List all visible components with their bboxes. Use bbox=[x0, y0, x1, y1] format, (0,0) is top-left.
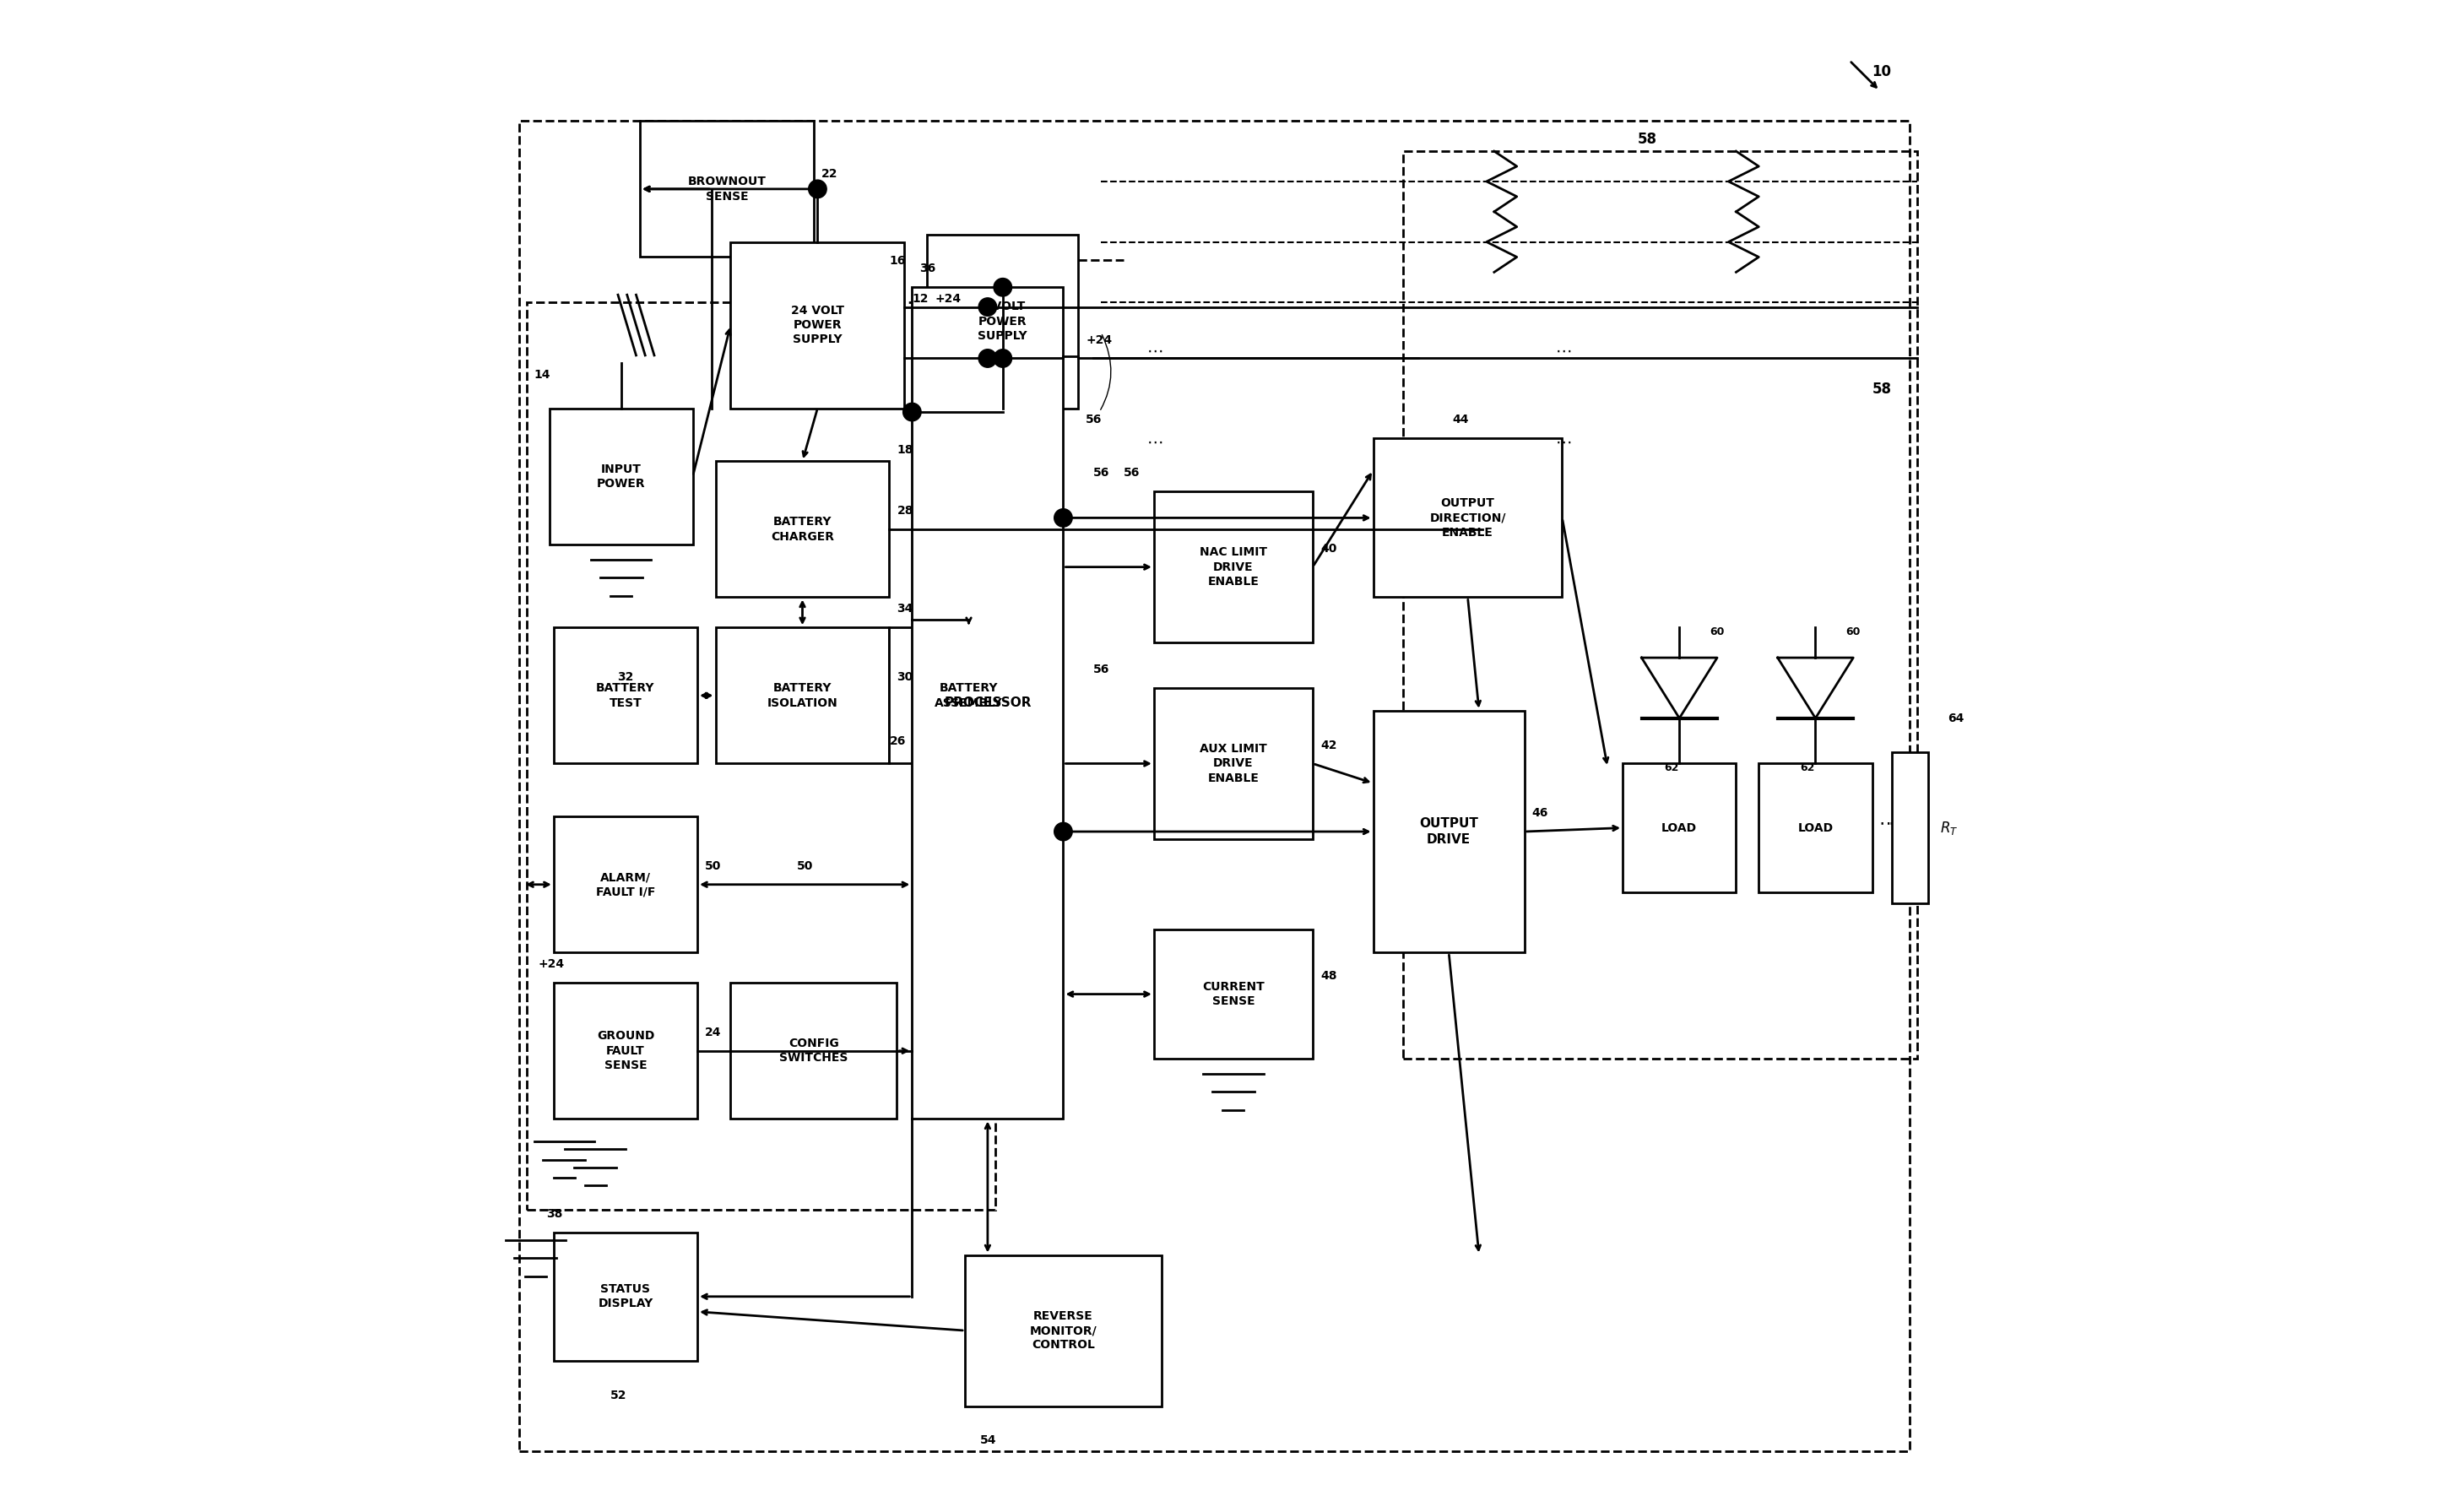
Bar bbox=[555, 983, 697, 1119]
Bar bbox=[1154, 491, 1312, 643]
Text: BATTERY
ASSEMBLY: BATTERY ASSEMBLY bbox=[934, 682, 1002, 709]
Text: OUTPUT
DRIVE: OUTPUT DRIVE bbox=[1420, 818, 1479, 845]
Text: AUX LIMIT
DRIVE
ENABLE: AUX LIMIT DRIVE ENABLE bbox=[1200, 742, 1266, 785]
Text: BATTERY
TEST: BATTERY TEST bbox=[596, 682, 655, 709]
Text: BROWNOUT
SENSE: BROWNOUT SENSE bbox=[687, 175, 765, 203]
Text: BATTERY
ISOLATION: BATTERY ISOLATION bbox=[767, 682, 838, 709]
Text: 34: 34 bbox=[897, 603, 914, 615]
Text: CURRENT
SENSE: CURRENT SENSE bbox=[1202, 981, 1264, 1007]
Text: 24 VOLT
POWER
SUPPLY: 24 VOLT POWER SUPPLY bbox=[792, 304, 843, 346]
Text: 5 VOLT
POWER
SUPPLY: 5 VOLT POWER SUPPLY bbox=[978, 301, 1026, 342]
Text: $\cdots$: $\cdots$ bbox=[1554, 434, 1571, 449]
Text: 24: 24 bbox=[704, 1027, 721, 1039]
Text: 32: 32 bbox=[618, 671, 633, 683]
Text: 60: 60 bbox=[1845, 626, 1860, 638]
Text: +24: +24 bbox=[1085, 334, 1112, 346]
Text: 56: 56 bbox=[1085, 334, 1112, 426]
Bar bbox=[1623, 764, 1735, 892]
Bar bbox=[731, 983, 897, 1119]
Bar bbox=[1403, 151, 1919, 1058]
Bar bbox=[731, 242, 904, 408]
Text: $R_T$: $R_T$ bbox=[1941, 820, 1958, 836]
Text: 64: 64 bbox=[1948, 712, 1965, 724]
Text: 54: 54 bbox=[980, 1435, 997, 1447]
Text: 22: 22 bbox=[821, 168, 838, 180]
Bar bbox=[555, 1232, 697, 1361]
Bar bbox=[518, 121, 1909, 1452]
Text: 18: 18 bbox=[897, 445, 914, 457]
Bar bbox=[716, 461, 890, 597]
Text: 10: 10 bbox=[1872, 64, 1892, 79]
Bar bbox=[550, 408, 692, 544]
Text: 58: 58 bbox=[1637, 132, 1657, 147]
Text: 42: 42 bbox=[1320, 739, 1337, 751]
Text: $\cdots$: $\cdots$ bbox=[1554, 343, 1571, 358]
Bar bbox=[716, 627, 890, 764]
Text: $\cdots$: $\cdots$ bbox=[1887, 815, 1906, 832]
Bar bbox=[1892, 753, 1928, 904]
Circle shape bbox=[902, 402, 921, 420]
Bar bbox=[1154, 930, 1312, 1058]
Text: 16: 16 bbox=[890, 256, 907, 268]
Text: 38: 38 bbox=[545, 1208, 562, 1220]
Text: 48: 48 bbox=[1320, 969, 1337, 981]
Text: 14: 14 bbox=[535, 369, 550, 381]
Text: 56: 56 bbox=[1092, 664, 1110, 676]
Text: STATUS
DISPLAY: STATUS DISPLAY bbox=[599, 1284, 653, 1309]
Text: PROCESSOR: PROCESSOR bbox=[943, 697, 1031, 709]
Bar bbox=[640, 121, 814, 257]
Text: $\cdots$: $\cdots$ bbox=[1877, 815, 1897, 832]
Text: 12: 12 bbox=[912, 293, 929, 305]
Text: +24: +24 bbox=[934, 293, 960, 305]
Text: LOAD: LOAD bbox=[1662, 823, 1696, 833]
Text: $\cdots$: $\cdots$ bbox=[1146, 343, 1163, 358]
Text: CONFIG
SWITCHES: CONFIG SWITCHES bbox=[780, 1037, 848, 1064]
Bar bbox=[555, 816, 697, 953]
Text: GROUND
FAULT
SENSE: GROUND FAULT SENSE bbox=[596, 1030, 655, 1072]
Text: NAC LIMIT
DRIVE
ENABLE: NAC LIMIT DRIVE ENABLE bbox=[1200, 546, 1266, 588]
Bar bbox=[965, 1255, 1161, 1406]
Text: 58: 58 bbox=[1872, 381, 1892, 396]
Text: 60: 60 bbox=[1711, 626, 1725, 638]
Bar bbox=[1154, 688, 1312, 839]
Text: 50: 50 bbox=[797, 860, 814, 872]
Circle shape bbox=[978, 349, 997, 367]
Circle shape bbox=[1053, 823, 1073, 841]
Text: 40: 40 bbox=[1320, 543, 1337, 555]
Text: 52: 52 bbox=[611, 1390, 626, 1402]
Bar bbox=[555, 627, 697, 764]
Text: 56: 56 bbox=[1092, 467, 1110, 479]
Circle shape bbox=[1053, 508, 1073, 528]
Text: INPUT
POWER: INPUT POWER bbox=[596, 463, 645, 490]
Text: 28: 28 bbox=[897, 505, 914, 517]
Text: ALARM/
FAULT I/F: ALARM/ FAULT I/F bbox=[596, 871, 655, 898]
Text: 62: 62 bbox=[1801, 762, 1816, 774]
Text: 26: 26 bbox=[890, 735, 907, 747]
Circle shape bbox=[995, 349, 1012, 367]
Text: 36: 36 bbox=[919, 263, 936, 275]
Text: $\cdots$: $\cdots$ bbox=[1146, 434, 1163, 449]
Bar bbox=[890, 627, 1048, 764]
Text: 62: 62 bbox=[1664, 762, 1679, 774]
Text: 30: 30 bbox=[897, 671, 914, 683]
Bar bbox=[1374, 711, 1525, 953]
Bar bbox=[926, 234, 1078, 408]
Text: REVERSE
MONITOR/
CONTROL: REVERSE MONITOR/ CONTROL bbox=[1029, 1309, 1097, 1352]
Text: 44: 44 bbox=[1452, 414, 1469, 426]
Bar bbox=[1760, 764, 1872, 892]
Text: LOAD: LOAD bbox=[1799, 823, 1833, 833]
Text: 46: 46 bbox=[1532, 807, 1549, 820]
Text: OUTPUT
DIRECTION/
ENABLE: OUTPUT DIRECTION/ ENABLE bbox=[1430, 497, 1506, 538]
Bar bbox=[1374, 438, 1562, 597]
Circle shape bbox=[978, 298, 997, 316]
Text: 50: 50 bbox=[704, 860, 721, 872]
Circle shape bbox=[995, 278, 1012, 296]
Text: 56: 56 bbox=[1124, 467, 1139, 479]
Text: BATTERY
CHARGER: BATTERY CHARGER bbox=[770, 516, 833, 543]
Bar bbox=[912, 287, 1063, 1119]
Circle shape bbox=[809, 180, 826, 198]
Bar bbox=[525, 302, 995, 1210]
Text: +24: +24 bbox=[538, 959, 565, 971]
